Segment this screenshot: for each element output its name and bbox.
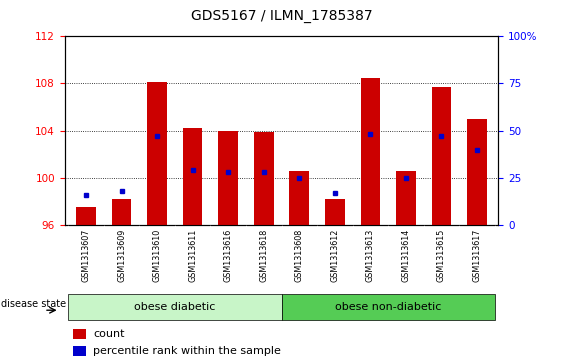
Bar [360, 78, 380, 225]
Bar [73, 346, 87, 356]
Text: GSM1313617: GSM1313617 [472, 228, 481, 282]
Text: GSM1313611: GSM1313611 [188, 228, 197, 282]
Text: GDS5167 / ILMN_1785387: GDS5167 / ILMN_1785387 [191, 9, 372, 23]
Bar [325, 199, 345, 225]
Text: GSM1313615: GSM1313615 [437, 228, 446, 282]
Bar [77, 207, 96, 225]
Text: GSM1313609: GSM1313609 [117, 228, 126, 282]
Bar [254, 132, 274, 225]
Text: obese diabetic: obese diabetic [134, 302, 216, 312]
Text: GSM1313613: GSM1313613 [366, 228, 375, 282]
Bar [73, 329, 87, 339]
Text: GSM1313612: GSM1313612 [330, 228, 339, 282]
Text: GSM1313610: GSM1313610 [153, 228, 162, 282]
Text: disease state: disease state [1, 299, 66, 309]
Text: GSM1313608: GSM1313608 [295, 228, 304, 282]
Bar [148, 82, 167, 225]
Bar [467, 119, 486, 225]
Bar [432, 87, 451, 225]
Bar [282, 294, 495, 320]
Text: percentile rank within the sample: percentile rank within the sample [93, 346, 281, 356]
Bar [68, 294, 282, 320]
Text: GSM1313607: GSM1313607 [82, 228, 91, 282]
Text: GSM1313616: GSM1313616 [224, 228, 233, 282]
Text: obese non-diabetic: obese non-diabetic [335, 302, 441, 312]
Bar [396, 171, 415, 225]
Bar [218, 131, 238, 225]
Text: GSM1313618: GSM1313618 [259, 228, 268, 282]
Text: count: count [93, 329, 124, 339]
Bar [289, 171, 309, 225]
Bar [112, 199, 131, 225]
Bar [183, 128, 203, 225]
Text: GSM1313614: GSM1313614 [401, 228, 410, 282]
